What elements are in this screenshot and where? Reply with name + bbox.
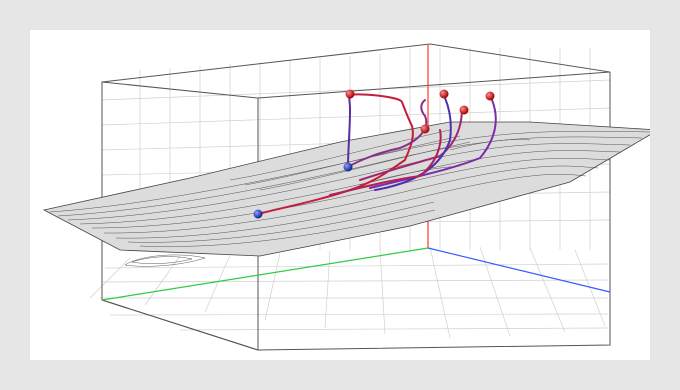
start-markers [345, 89, 495, 134]
z-axis-line [101, 247, 429, 301]
trajectory-2 [347, 99, 428, 168]
plot-panel [30, 30, 650, 360]
end-markers [253, 162, 353, 219]
floor-grid [89, 246, 609, 339]
3d-plot-canvas[interactable] [30, 30, 650, 360]
trajectory-4 [359, 107, 463, 181]
y-axis-line [427, 247, 611, 293]
trajectory-5 [369, 99, 497, 189]
surface-mesh [42, 121, 650, 267]
